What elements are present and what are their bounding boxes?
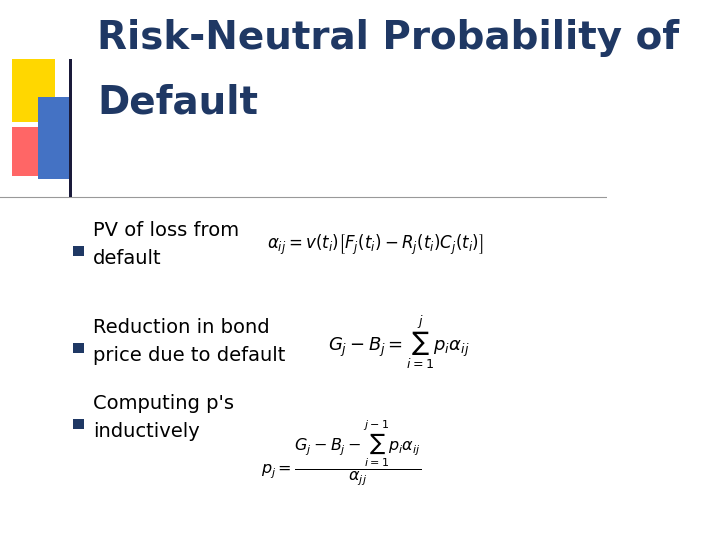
Text: Reduction in bond
price due to default: Reduction in bond price due to default — [93, 318, 285, 366]
Text: Risk-Neutral Probability of: Risk-Neutral Probability of — [97, 19, 679, 57]
Text: $\alpha_{ij} = v(t_i)\left[F_j(t_i) - R_j(t_i)C_j(t_i)\right]$: $\alpha_{ij} = v(t_i)\left[F_j(t_i) - R_… — [267, 232, 484, 257]
Bar — [73, 343, 84, 353]
Text: Computing p's
inductively: Computing p's inductively — [93, 394, 234, 441]
Bar — [73, 246, 84, 256]
Bar — [12, 59, 55, 122]
Text: $G_j - B_j = \sum_{i=1}^{j} p_i \alpha_{ij}$: $G_j - B_j = \sum_{i=1}^{j} p_i \alpha_{… — [328, 313, 469, 370]
Bar — [12, 127, 45, 176]
Text: PV of loss from
default: PV of loss from default — [93, 221, 239, 268]
Text: Default: Default — [97, 84, 258, 122]
Text: $p_j = \dfrac{G_j - B_j - \sum_{i=1}^{j-1} p_i \alpha_{ij}}{\alpha_{jj}}$: $p_j = \dfrac{G_j - B_j - \sum_{i=1}^{j-… — [261, 419, 421, 488]
Bar — [73, 419, 84, 429]
Bar — [38, 97, 68, 179]
Bar — [68, 59, 72, 197]
